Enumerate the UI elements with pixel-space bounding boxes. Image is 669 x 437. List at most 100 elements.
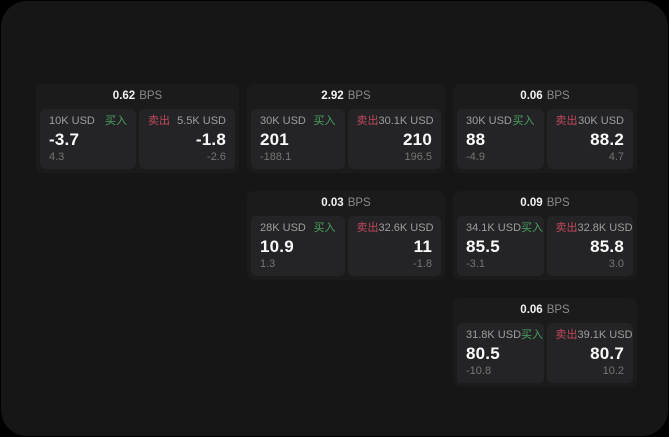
buy-button[interactable]: 买入 [313, 222, 336, 234]
buy-value: 10.9 [260, 237, 294, 256]
bps-value: 0.06 [520, 89, 543, 102]
quote-card[interactable]: 0.09 BPS 34.1K USD 买入 85.5 -3.1 卖出 32.8K… [453, 191, 637, 280]
sell-value: 80.7 [590, 344, 624, 363]
sell-amount: 5.5K USD [177, 115, 226, 127]
sell-sub-value: 196.5 [404, 151, 432, 163]
sell-panel[interactable]: 卖出 39.1K USD 80.7 10.2 [546, 323, 633, 383]
buy-amount: 34.1K USD [466, 222, 522, 234]
buy-button[interactable]: 买入 [521, 329, 544, 341]
sell-amount: 32.8K USD [577, 222, 633, 234]
quote-panels: 30K USD 买入 88 -4.9 卖出 30K USD 88.2 4.7 [457, 109, 633, 169]
cards-grid: 0.62 BPS 10K USD 买入 -3.7 4.3 卖出 5.5K USD… [36, 84, 637, 387]
sell-button[interactable]: 卖出 [148, 115, 170, 127]
sell-button[interactable]: 卖出 [555, 115, 578, 127]
buy-sub-value: -4.9 [466, 151, 485, 163]
buy-panel-top: 10K USD 买入 [49, 116, 127, 127]
quote-card[interactable]: 0.62 BPS 10K USD 买入 -3.7 4.3 卖出 5.5K USD… [36, 84, 239, 173]
buy-amount: 10K USD [49, 115, 95, 127]
buy-button[interactable]: 买入 [313, 115, 336, 127]
buy-button[interactable]: 买入 [512, 115, 535, 127]
sell-panel[interactable]: 卖出 32.6K USD 11 -1.8 [347, 216, 441, 276]
quote-panels: 31.8K USD 买入 80.5 -10.8 卖出 39.1K USD 80.… [457, 323, 633, 383]
buy-value: 85.5 [466, 237, 500, 256]
bps-header: 0.06 BPS [457, 298, 633, 323]
buy-value: 201 [260, 130, 289, 149]
quote-card[interactable]: 2.92 BPS 30K USD 买入 201 -188.1 卖出 30.1K … [247, 84, 445, 173]
bps-value: 0.06 [520, 303, 543, 316]
sell-amount: 30K USD [578, 115, 624, 127]
sell-value: 88.2 [590, 130, 624, 149]
sell-value: -1.8 [195, 130, 226, 149]
quote-panels: 10K USD 买入 -3.7 4.3 卖出 5.5K USD -1.8 -2.… [40, 109, 235, 169]
sell-panel-top: 卖出 32.8K USD [555, 222, 633, 234]
bps-suffix-label: BPS [347, 89, 371, 102]
quote-panels: 30K USD 买入 201 -188.1 卖出 30.1K USD 210 1… [251, 109, 441, 169]
quote-card[interactable]: 0.03 BPS 28K USD 买入 10.9 1.3 卖出 32.6K US… [247, 191, 445, 280]
sell-button[interactable]: 卖出 [356, 115, 379, 127]
buy-value: 88 [466, 130, 486, 149]
sell-panel-top: 卖出 39.1K USD [555, 329, 633, 341]
sell-panel[interactable]: 卖出 30K USD 88.2 4.7 [546, 109, 633, 169]
buy-panel-top: 31.8K USD 买入 [466, 329, 543, 341]
bps-header: 0.03 BPS [251, 191, 441, 216]
sell-button[interactable]: 卖出 [356, 222, 379, 234]
bps-header: 0.09 BPS [457, 191, 633, 216]
buy-panel[interactable]: 34.1K USD 买入 85.5 -3.1 [457, 216, 544, 276]
bps-header: 0.62 BPS [40, 84, 235, 109]
sell-sub-value: -1.8 [413, 258, 432, 270]
buy-value: 80.5 [466, 344, 500, 363]
bps-suffix-label: BPS [546, 196, 570, 209]
buy-sub-value: 4.3 [49, 151, 65, 163]
buy-panel-top: 30K USD 买入 [466, 116, 535, 127]
sell-sub-value: 10.2 [602, 365, 624, 377]
sell-amount: 39.1K USD [577, 329, 633, 341]
sell-button[interactable]: 卖出 [555, 329, 578, 341]
bps-suffix-label: BPS [546, 89, 570, 102]
sell-button[interactable]: 卖出 [555, 222, 578, 234]
bps-value: 0.62 [112, 89, 136, 102]
buy-sub-value: -3.1 [466, 258, 485, 270]
buy-button[interactable]: 买入 [105, 115, 127, 127]
bps-suffix-label: BPS [347, 196, 371, 209]
buy-panel-top: 28K USD 买入 [260, 223, 336, 234]
buy-panel[interactable]: 31.8K USD 买入 80.5 -10.8 [457, 323, 544, 383]
buy-sub-value: 1.3 [260, 258, 276, 270]
bps-value: 2.92 [321, 89, 344, 102]
sell-panel-top: 卖出 30.1K USD [356, 115, 434, 127]
bps-header: 2.92 BPS [251, 84, 441, 109]
buy-amount: 30K USD [466, 115, 512, 127]
buy-panel[interactable]: 28K USD 买入 10.9 1.3 [251, 216, 345, 276]
sell-value: 11 [413, 237, 432, 256]
bps-suffix-label: BPS [546, 303, 570, 316]
buy-panel[interactable]: 30K USD 买入 88 -4.9 [457, 109, 544, 169]
bps-header: 0.06 BPS [457, 84, 633, 109]
sell-sub-value: 4.7 [608, 151, 624, 163]
buy-amount: 31.8K USD [466, 329, 522, 341]
buy-sub-value: -188.1 [260, 151, 292, 163]
buy-sub-value: -10.8 [466, 365, 492, 377]
buy-value: -3.7 [49, 130, 80, 149]
sell-amount: 30.1K USD [378, 115, 434, 127]
sell-sub-value: 3.0 [608, 258, 624, 270]
buy-button[interactable]: 买入 [521, 222, 544, 234]
sell-amount: 32.6K USD [378, 222, 434, 234]
sell-panel[interactable]: 卖出 30.1K USD 210 196.5 [347, 109, 441, 169]
buy-panel-top: 30K USD 买入 [260, 116, 336, 127]
bps-value: 0.09 [520, 196, 543, 209]
quote-panels: 34.1K USD 买入 85.5 -3.1 卖出 32.8K USD 85.8… [457, 216, 633, 276]
sell-value: 85.8 [590, 237, 624, 256]
bps-suffix-label: BPS [139, 89, 163, 102]
quote-card[interactable]: 0.06 BPS 31.8K USD 买入 80.5 -10.8 卖出 39.1… [453, 298, 637, 387]
sell-panel[interactable]: 卖出 5.5K USD -1.8 -2.6 [139, 109, 235, 169]
sell-sub-value: -2.6 [207, 151, 226, 163]
buy-amount: 30K USD [260, 115, 306, 127]
buy-panel-top: 34.1K USD 买入 [466, 222, 543, 234]
bps-value: 0.03 [321, 196, 344, 209]
sell-panel-top: 卖出 30K USD [556, 116, 625, 127]
sell-panel[interactable]: 卖出 32.8K USD 85.8 3.0 [546, 216, 633, 276]
buy-amount: 28K USD [260, 222, 306, 234]
buy-panel[interactable]: 30K USD 买入 201 -188.1 [251, 109, 345, 169]
quote-card[interactable]: 0.06 BPS 30K USD 买入 88 -4.9 卖出 30K USD 8… [453, 84, 637, 173]
buy-panel[interactable]: 10K USD 买入 -3.7 4.3 [40, 109, 136, 169]
